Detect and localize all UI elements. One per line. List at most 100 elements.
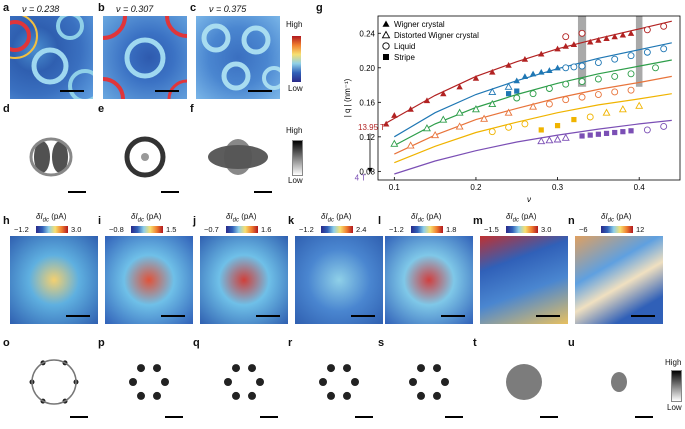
data-point <box>594 75 602 83</box>
data-point <box>505 62 512 68</box>
data-point <box>612 129 618 136</box>
map-image-i <box>105 236 193 324</box>
data-point <box>562 33 570 41</box>
data-point <box>439 115 448 123</box>
data-point <box>578 29 586 37</box>
data-point <box>611 72 619 80</box>
scale-bar <box>631 315 655 317</box>
data-point <box>529 90 537 98</box>
data-point <box>529 102 538 110</box>
data-point <box>521 73 529 79</box>
colorbar-k <box>321 226 353 233</box>
panel-letter-t: t <box>473 337 477 349</box>
map-image-n <box>575 236 663 324</box>
y-tick-label: 0.12 <box>359 133 375 142</box>
data-point <box>455 122 464 130</box>
legend-marker <box>381 30 391 39</box>
fft-image-s <box>385 338 473 426</box>
x-tick-label: 0.4 <box>634 183 646 192</box>
x-axis-label: ν <box>527 195 531 204</box>
map-image-c <box>196 16 280 99</box>
filling-label-b: ν = 0.307 <box>116 4 154 14</box>
scale-bar <box>68 191 86 193</box>
data-point <box>643 126 651 134</box>
colorbar-max-i: 1.5 <box>166 225 177 234</box>
data-point <box>537 137 546 145</box>
data-point <box>489 68 496 75</box>
colorbar-max-j: 1.6 <box>261 225 272 234</box>
legend-entry: Distorted Wigner crystal <box>394 31 479 40</box>
data-point <box>545 85 553 92</box>
data-point <box>562 80 570 88</box>
data-point <box>545 136 554 144</box>
panel-letter-s: s <box>378 337 385 349</box>
data-point <box>594 59 602 67</box>
series-line-5 <box>394 119 672 175</box>
legend-entry: Liquid <box>394 42 415 51</box>
colorbar-min-j: −0.7 <box>204 225 219 234</box>
data-point <box>471 105 480 113</box>
panel-letter-l: l <box>378 215 382 227</box>
panel-letter-a: a <box>3 2 10 14</box>
data-point <box>578 93 586 101</box>
colorbar-max-h: 3.0 <box>71 225 82 234</box>
data-point <box>619 31 627 38</box>
panel-letter-r: r <box>288 337 293 349</box>
data-point <box>561 133 570 141</box>
y-tick-label: 0.24 <box>359 29 375 38</box>
data-point <box>603 130 610 136</box>
data-point <box>407 106 414 112</box>
quantity-label-k: δIdc (pA) <box>321 212 352 224</box>
data-point <box>480 114 489 122</box>
scale-bar <box>66 315 90 317</box>
data-point <box>406 141 415 149</box>
map-image-l <box>385 236 473 324</box>
panel-letter-u: u <box>568 337 575 349</box>
data-point <box>660 45 668 53</box>
filling-label-c: ν = 0.375 <box>209 4 247 14</box>
panel-letter-c: c <box>190 2 197 14</box>
quantity-label-h: δIdc (pA) <box>36 212 67 224</box>
scale-bar <box>248 90 272 92</box>
series-line-1 <box>393 42 672 138</box>
data-point <box>611 88 619 96</box>
data-point <box>660 123 668 130</box>
map-image-b <box>103 16 187 99</box>
scale-bar <box>441 315 465 317</box>
panel-letter-f: f <box>190 103 194 115</box>
map-image-m <box>480 236 568 324</box>
fft-image-t <box>480 338 568 426</box>
data-point <box>423 97 431 104</box>
y-tick-label: 0.08 <box>359 167 375 176</box>
colorbar-max-m: 3.0 <box>541 225 552 234</box>
scale-bar <box>540 416 558 418</box>
data-point <box>587 38 594 45</box>
annotation-arrowhead <box>367 167 373 174</box>
data-point <box>627 30 635 36</box>
series-line-4 <box>394 93 672 164</box>
data-point <box>562 64 570 72</box>
y-axis-label: | q | (nm⁻¹) <box>343 78 352 117</box>
colorbar-h <box>36 226 68 233</box>
colorbar-fft-bottom <box>671 370 682 402</box>
y-tick-label: 0.20 <box>359 64 375 73</box>
colorbar-fft-bottom-high-label: High <box>665 358 682 367</box>
colorbar-m <box>506 226 538 233</box>
data-point <box>595 131 601 137</box>
x-tick-label: 0.2 <box>470 183 482 192</box>
colorbar-max-k: 2.4 <box>356 225 367 234</box>
colorbar-fft-top <box>292 140 303 176</box>
data-point <box>594 91 602 98</box>
data-point <box>603 35 610 42</box>
data-point <box>595 36 602 43</box>
data-point <box>562 96 570 104</box>
map-image-j <box>200 236 288 324</box>
data-point <box>570 63 578 71</box>
legend-entry: Stripe <box>394 53 415 62</box>
colorbar-max-l: 1.8 <box>446 225 457 234</box>
data-point <box>505 123 513 131</box>
data-point <box>627 86 635 94</box>
data-point <box>602 108 611 116</box>
data-point <box>504 82 513 90</box>
colorbar-min-m: −1.5 <box>484 225 499 234</box>
